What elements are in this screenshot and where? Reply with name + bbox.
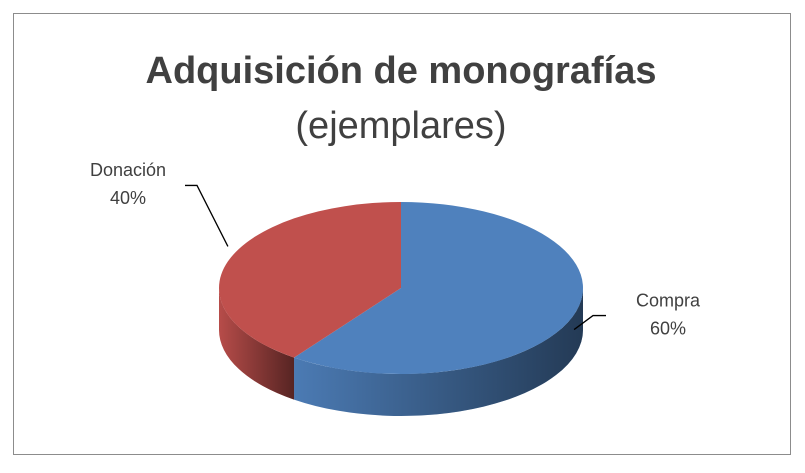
slice xyxy=(219,202,401,358)
leader-line xyxy=(185,184,229,247)
slice-side-shade xyxy=(294,288,584,417)
slice-side-shade xyxy=(219,288,295,400)
chart-title: Adquisición de monografías xyxy=(146,50,657,92)
chart-subtitle: (ejemplares) xyxy=(295,105,506,147)
slice xyxy=(294,202,583,374)
leader-line xyxy=(573,314,606,331)
category-label: Donación xyxy=(90,160,166,180)
category-label: Compra xyxy=(636,290,701,310)
value-label: 60% xyxy=(650,318,686,338)
value-label: 40% xyxy=(110,188,146,208)
